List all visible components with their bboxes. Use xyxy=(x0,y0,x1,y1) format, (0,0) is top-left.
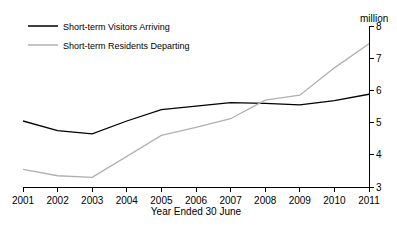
svg-text:million: million xyxy=(360,13,388,24)
svg-text:2002: 2002 xyxy=(46,195,69,206)
svg-text:2001: 2001 xyxy=(12,195,35,206)
svg-text:Short-term Residents Departing: Short-term Residents Departing xyxy=(63,41,190,51)
svg-text:Short-term Visitors Arriving: Short-term Visitors Arriving xyxy=(63,22,170,32)
svg-text:2004: 2004 xyxy=(116,195,139,206)
svg-text:2003: 2003 xyxy=(81,195,104,206)
svg-text:2010: 2010 xyxy=(323,195,346,206)
svg-text:3: 3 xyxy=(376,182,382,193)
svg-text:Year Ended 30 June: Year Ended 30 June xyxy=(151,206,242,217)
svg-text:2011: 2011 xyxy=(358,195,380,206)
svg-text:2009: 2009 xyxy=(289,195,312,206)
svg-text:2007: 2007 xyxy=(219,195,242,206)
svg-text:2008: 2008 xyxy=(254,195,277,206)
svg-text:2005: 2005 xyxy=(150,195,173,206)
svg-text:5: 5 xyxy=(376,117,382,128)
svg-text:7: 7 xyxy=(376,53,382,64)
svg-text:2006: 2006 xyxy=(185,195,208,206)
svg-text:4: 4 xyxy=(376,149,382,160)
svg-text:8: 8 xyxy=(376,21,382,32)
svg-text:6: 6 xyxy=(376,85,382,96)
